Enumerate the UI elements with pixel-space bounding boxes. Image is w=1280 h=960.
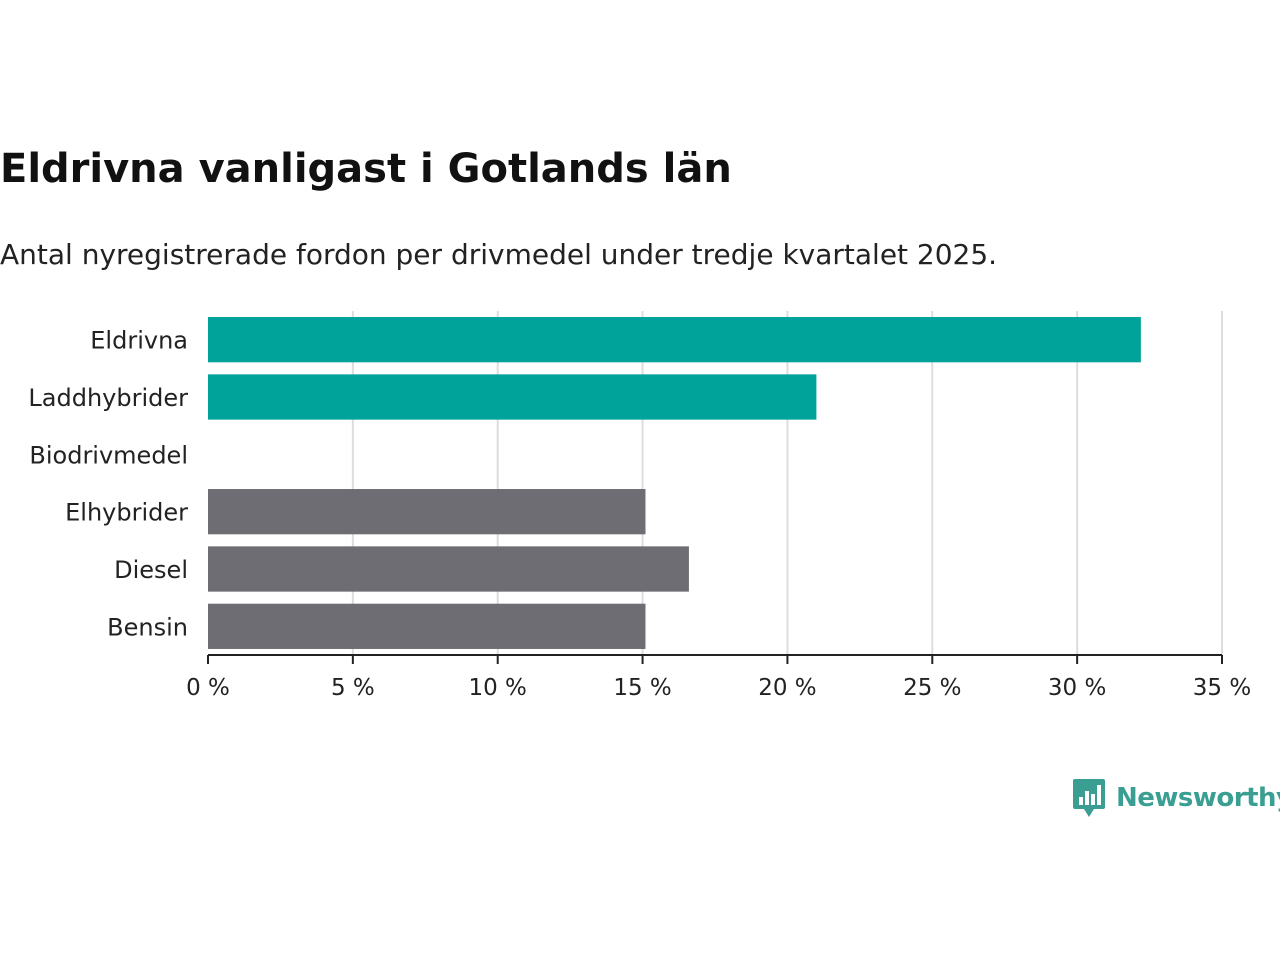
category-labels: Eldrivna Laddhybrider Biodrivmedel Elhybrid… <box>28 327 188 642</box>
chart-subtitle: Antal nyregistrerade fordon per drivmede… <box>0 238 998 271</box>
category-label-eldrivna: Eldrivna <box>90 327 188 355</box>
x-axis: 0 % 5 % 10 % 15 % 20 % 25 % 30 % 35 % <box>186 654 1251 701</box>
chart-title: Eldrivna vanligast i Gotlands län <box>0 146 732 192</box>
x-tick-label-35: 35 % <box>1193 675 1251 701</box>
newsworthy-logo[interactable]: Newsworthy <box>1072 776 1280 820</box>
bar-laddhybrider[interactable] <box>208 374 817 420</box>
newsworthy-wordmark: Newsworthy <box>1116 783 1280 813</box>
grid-lines <box>351 311 1223 655</box>
category-label-bensin: Bensin <box>107 613 188 641</box>
bars <box>208 317 1141 649</box>
bar-elhybrider[interactable] <box>208 489 646 535</box>
newsworthy-icon <box>1073 779 1105 817</box>
bar-bensin[interactable] <box>208 603 646 649</box>
bar-diesel[interactable] <box>208 546 689 592</box>
category-label-laddhybrider: Laddhybrider <box>28 384 188 412</box>
x-tick-label-25: 25 % <box>903 675 961 701</box>
x-tick-label-10: 10 % <box>468 675 526 701</box>
x-tick-label-20: 20 % <box>758 675 816 701</box>
category-label-diesel: Diesel <box>114 556 188 584</box>
x-tick-label-0: 0 % <box>186 675 230 701</box>
category-label-elhybrider: Elhybrider <box>65 499 188 527</box>
x-tick-label-30: 30 % <box>1048 675 1106 701</box>
bar-eldrivna[interactable] <box>208 317 1141 363</box>
x-tick-label-5: 5 % <box>331 675 375 701</box>
x-tick-label-15: 15 % <box>613 675 671 701</box>
category-label-biodrivmedel: Biodrivmedel <box>29 441 188 469</box>
